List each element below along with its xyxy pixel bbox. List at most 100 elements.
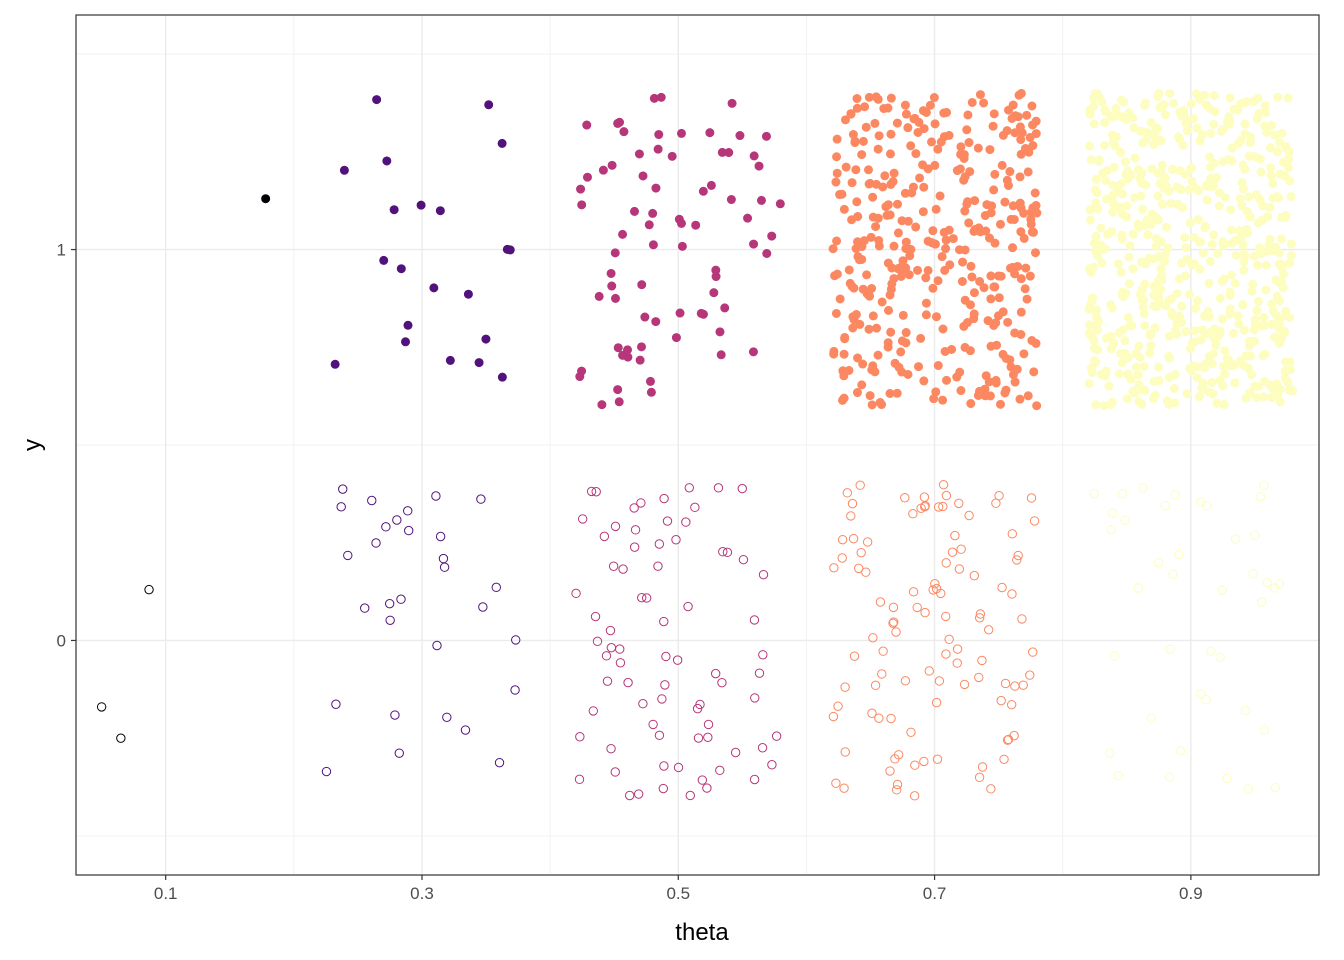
data-point: [1156, 270, 1166, 280]
data-point: [935, 191, 945, 201]
data-point: [715, 765, 725, 776]
data-point: [1256, 167, 1266, 177]
data-point: [914, 362, 924, 372]
data-point: [1277, 234, 1287, 244]
data-point: [1220, 346, 1230, 356]
data-point: [933, 276, 943, 286]
data-point: [1233, 311, 1243, 321]
data-point: [1275, 397, 1285, 407]
data-point: [1156, 285, 1166, 295]
data-point: [1248, 569, 1258, 579]
data-point: [1239, 256, 1249, 266]
data-point: [886, 713, 896, 724]
data-point: [868, 633, 878, 643]
data-point: [1204, 387, 1214, 397]
data-point: [969, 570, 980, 581]
x-axis: 0.1 0.3 0.5 0.7 0.9: [154, 875, 1203, 903]
data-point: [644, 220, 654, 230]
data-point: [932, 754, 943, 764]
data-point: [382, 156, 392, 166]
data-point: [336, 502, 346, 512]
data-point: [1285, 176, 1295, 186]
data-point: [889, 168, 899, 178]
data-point: [331, 699, 341, 709]
data-point: [1107, 508, 1118, 518]
data-point: [974, 772, 985, 783]
data-point: [1021, 263, 1031, 273]
data-point: [629, 503, 639, 513]
data-point: [965, 167, 975, 177]
data-point: [896, 264, 906, 274]
data-point: [1108, 207, 1118, 217]
data-point: [828, 711, 839, 722]
data-point: [659, 616, 669, 627]
data-point: [970, 196, 980, 206]
data-point: [1028, 120, 1038, 130]
data-point: [1253, 93, 1263, 103]
data-point: [840, 334, 850, 344]
data-point: [605, 625, 616, 636]
data-point: [1135, 289, 1145, 299]
data-point: [1025, 670, 1035, 680]
data-point: [390, 710, 400, 720]
data-point: [1032, 401, 1042, 411]
grid-minor: [76, 15, 1319, 875]
data-point: [1003, 181, 1013, 191]
data-point: [929, 394, 939, 404]
data-point: [860, 102, 870, 112]
data-point: [1253, 297, 1263, 307]
data-point: [1233, 105, 1243, 115]
data-point: [906, 727, 916, 737]
data-point: [832, 152, 842, 162]
data-point: [1116, 267, 1126, 277]
data-point: [401, 337, 411, 347]
data-point: [1139, 362, 1149, 372]
data-point: [889, 241, 899, 251]
data-point: [896, 347, 906, 357]
data-point: [685, 790, 695, 801]
data-point: [997, 160, 1007, 170]
data-point: [1180, 233, 1190, 243]
data-point: [990, 169, 1000, 179]
grid-major: [76, 15, 1319, 875]
data-point: [1086, 155, 1096, 165]
data-point: [933, 361, 943, 371]
data-point: [832, 168, 842, 178]
data-point: [890, 358, 900, 368]
data-point: [1242, 97, 1252, 107]
data-point: [1198, 248, 1208, 258]
data-point: [1245, 351, 1255, 361]
data-point: [832, 134, 842, 144]
data-point: [1005, 167, 1015, 177]
data-point: [1266, 163, 1276, 173]
data-point: [944, 634, 954, 645]
data-point: [1133, 583, 1144, 593]
data-point: [1113, 259, 1123, 269]
data-point: [911, 222, 921, 232]
data-point: [1280, 373, 1290, 383]
data-point: [1147, 164, 1157, 174]
data-point: [865, 391, 875, 401]
data-point: [1182, 389, 1192, 399]
data-point: [990, 238, 1000, 248]
data-point: [979, 386, 989, 396]
data-point: [613, 118, 623, 128]
data-point: [630, 525, 641, 535]
data-point: [1236, 136, 1246, 146]
data-point: [1001, 353, 1011, 363]
data-point: [873, 350, 883, 360]
data-point: [919, 502, 930, 512]
data-point: [1249, 325, 1259, 335]
data-point: [855, 480, 865, 490]
data-point: [1267, 299, 1277, 309]
data-point: [1007, 529, 1018, 539]
data-point: [900, 493, 910, 503]
data-point: [1123, 166, 1133, 176]
data-point: [379, 255, 389, 265]
data-point: [1025, 271, 1035, 281]
data-point: [1091, 198, 1101, 208]
data-point: [1240, 705, 1251, 716]
data-point: [947, 547, 958, 557]
data-point: [757, 743, 768, 753]
